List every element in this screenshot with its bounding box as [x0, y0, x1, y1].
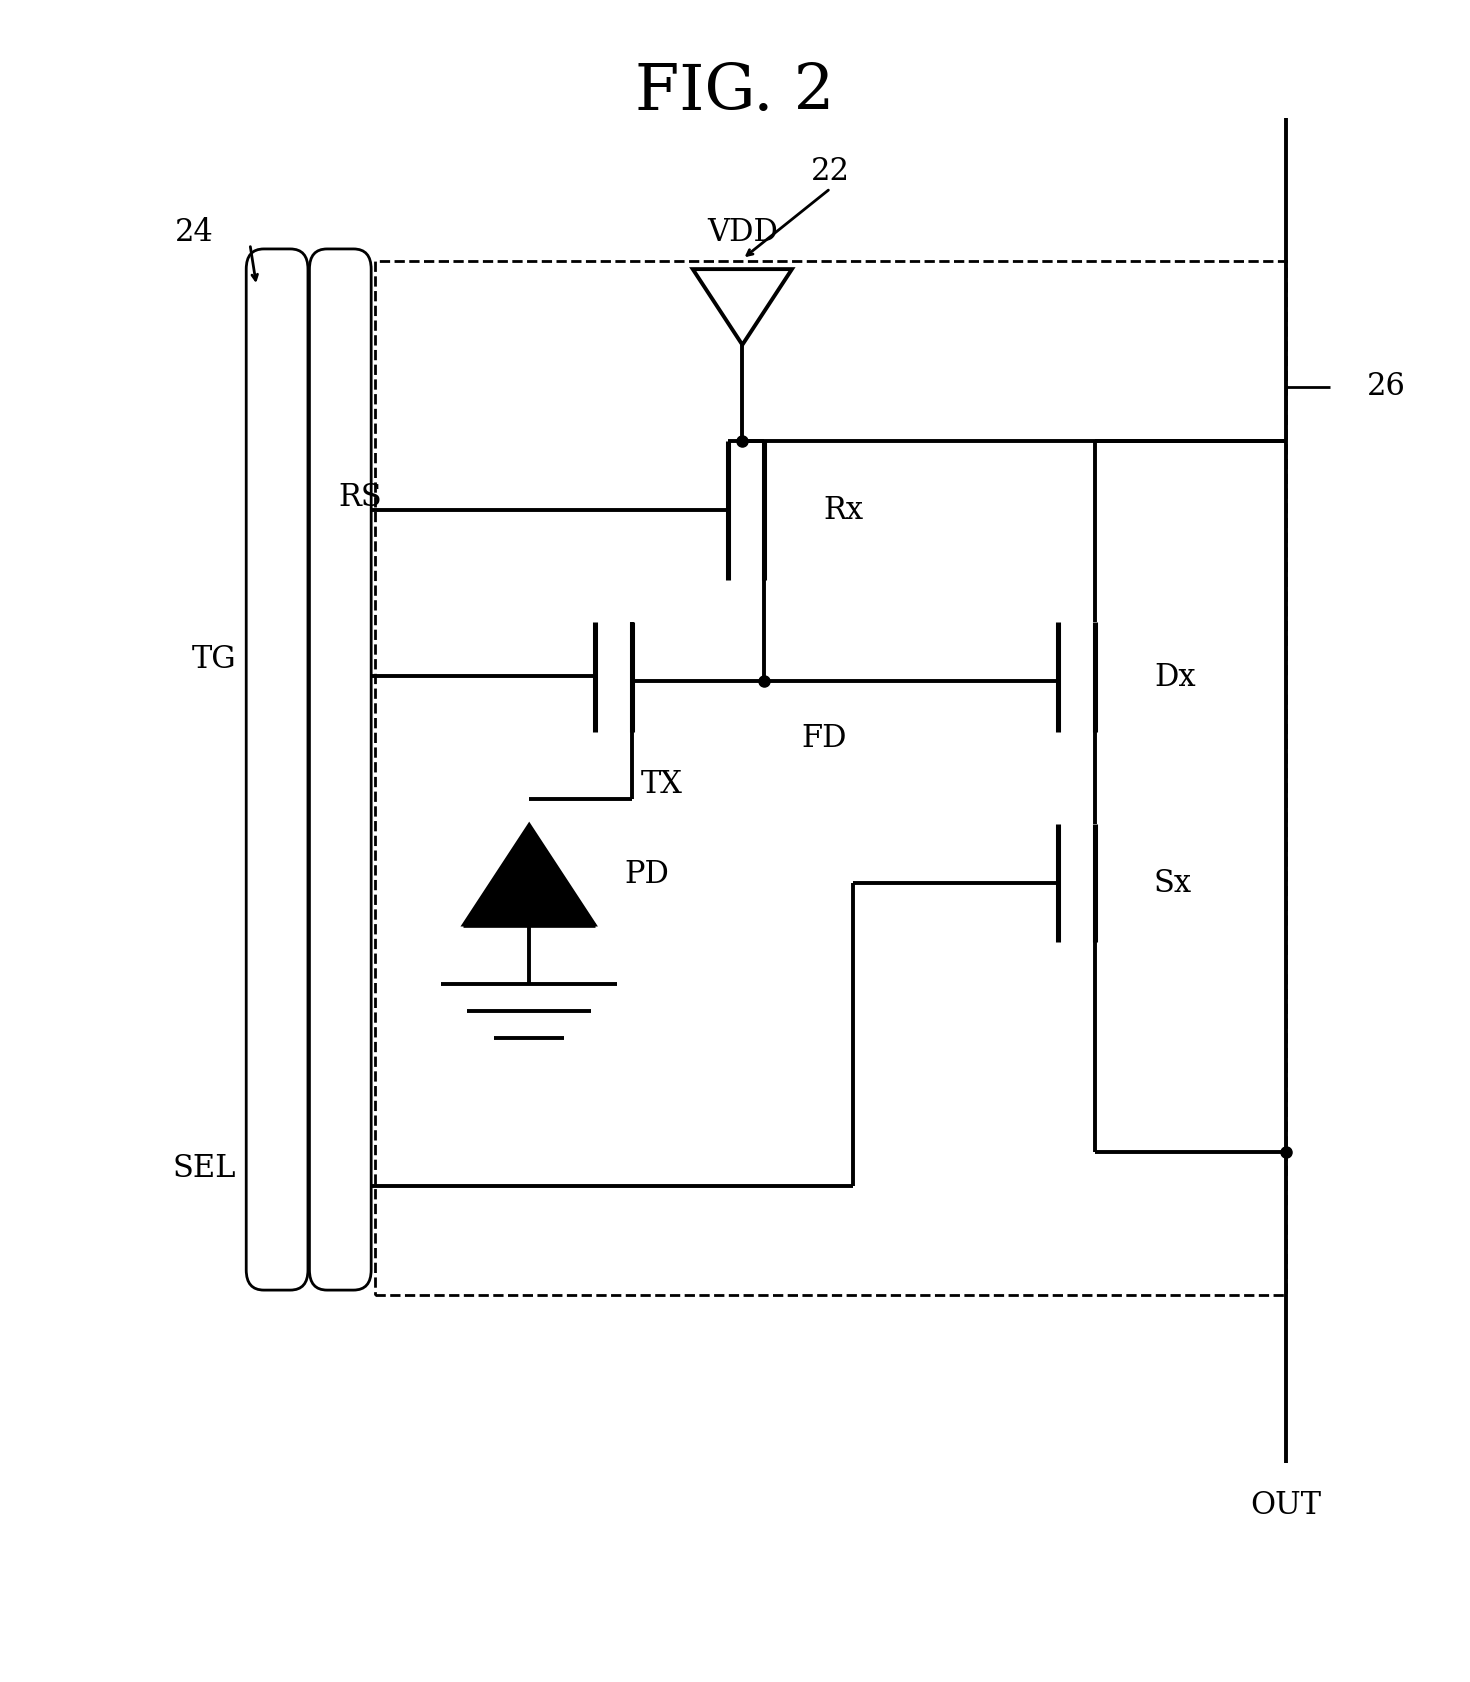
Text: TX: TX	[641, 769, 682, 799]
Text: 24: 24	[175, 217, 213, 247]
Text: 26: 26	[1367, 372, 1405, 402]
Text: TG: TG	[191, 644, 235, 674]
Text: Sx: Sx	[1154, 868, 1192, 898]
Text: RS: RS	[338, 481, 382, 513]
Text: Dx: Dx	[1154, 661, 1195, 693]
Text: FD: FD	[801, 723, 847, 754]
FancyBboxPatch shape	[309, 249, 370, 1290]
Text: FIG. 2: FIG. 2	[635, 62, 835, 123]
Text: VDD: VDD	[707, 217, 778, 247]
Text: OUT: OUT	[1251, 1490, 1322, 1521]
Text: PD: PD	[625, 860, 670, 890]
Bar	[375, 261, 1286, 1295]
Polygon shape	[463, 824, 595, 925]
FancyBboxPatch shape	[245, 249, 307, 1290]
Text: 22: 22	[811, 156, 850, 187]
Text: Rx: Rx	[823, 495, 863, 526]
Text: SEL: SEL	[172, 1154, 235, 1184]
